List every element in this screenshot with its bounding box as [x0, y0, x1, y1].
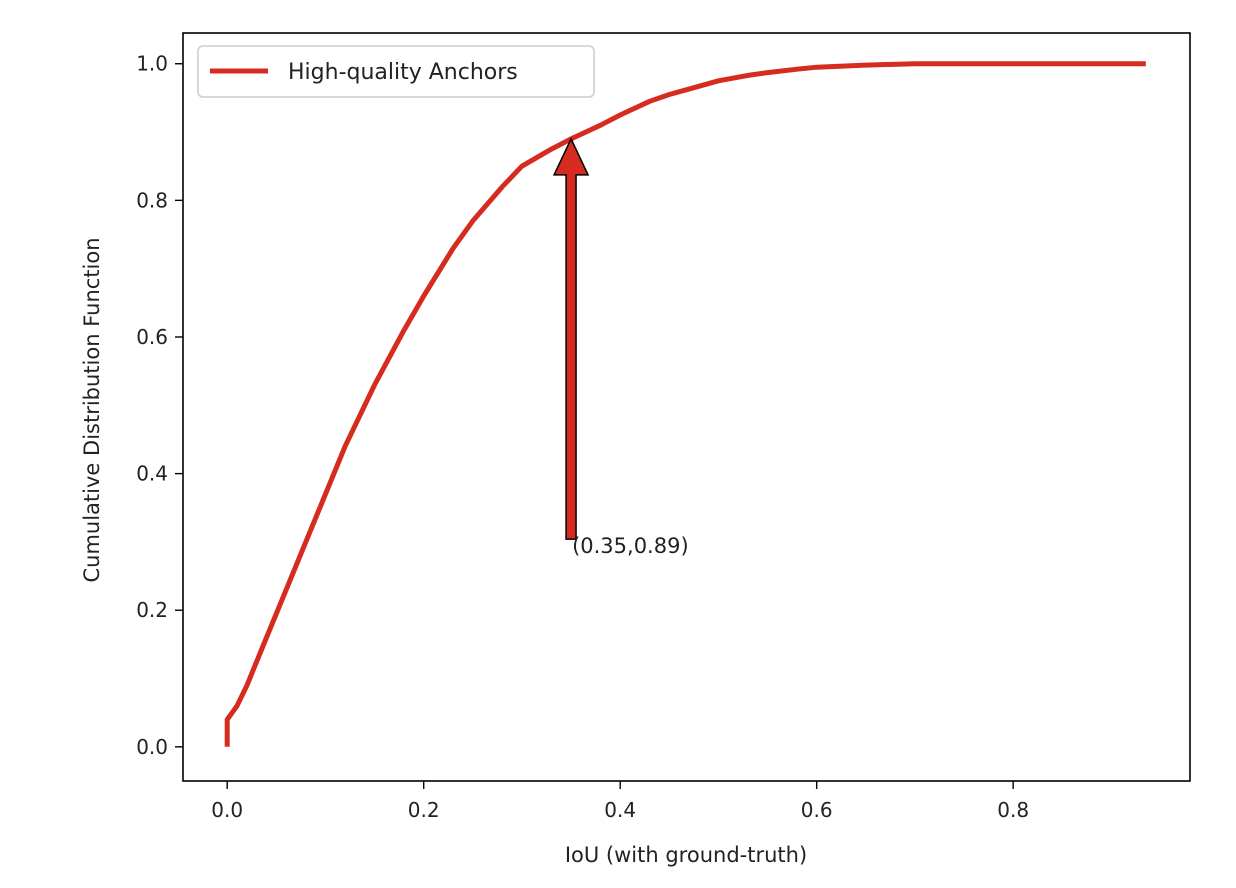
x-tick-label: 0.4 — [604, 798, 636, 822]
annotation-arrow — [552, 137, 590, 540]
series-line-0 — [224, 61, 1146, 747]
series-layer — [224, 61, 1146, 747]
y-tick-label: 0.8 — [136, 188, 168, 212]
legend-box — [197, 45, 595, 98]
y-tick-label: 0.4 — [136, 462, 168, 486]
y-axis: 0.0 0.2 0.4 0.6 0.8 1.0 — [136, 52, 183, 759]
x-axis-title: IoU (with ground-truth) — [565, 843, 807, 867]
y-tick-label: 0.6 — [136, 325, 168, 349]
x-tick-label: 0.6 — [801, 798, 833, 822]
plot-frame — [182, 32, 1191, 782]
y-tick-label: 0.0 — [136, 735, 168, 759]
y-tick-label: 0.2 — [136, 598, 168, 622]
y-axis-title: Cumulative Distribution Function — [80, 237, 104, 582]
legend: High-quality Anchors — [197, 45, 595, 98]
x-tick-label: 0.2 — [408, 798, 440, 822]
annotation-label: (0.35,0.89) — [572, 534, 689, 558]
y-tick-label: 1.0 — [136, 52, 168, 76]
x-axis: 0.0 0.2 0.4 0.6 0.8 — [211, 781, 1029, 822]
annotation-layer: (0.35,0.89) — [552, 137, 689, 558]
legend-label: High-quality Anchors — [288, 60, 518, 85]
x-tick-label: 0.8 — [997, 798, 1029, 822]
x-tick-label: 0.0 — [211, 798, 243, 822]
